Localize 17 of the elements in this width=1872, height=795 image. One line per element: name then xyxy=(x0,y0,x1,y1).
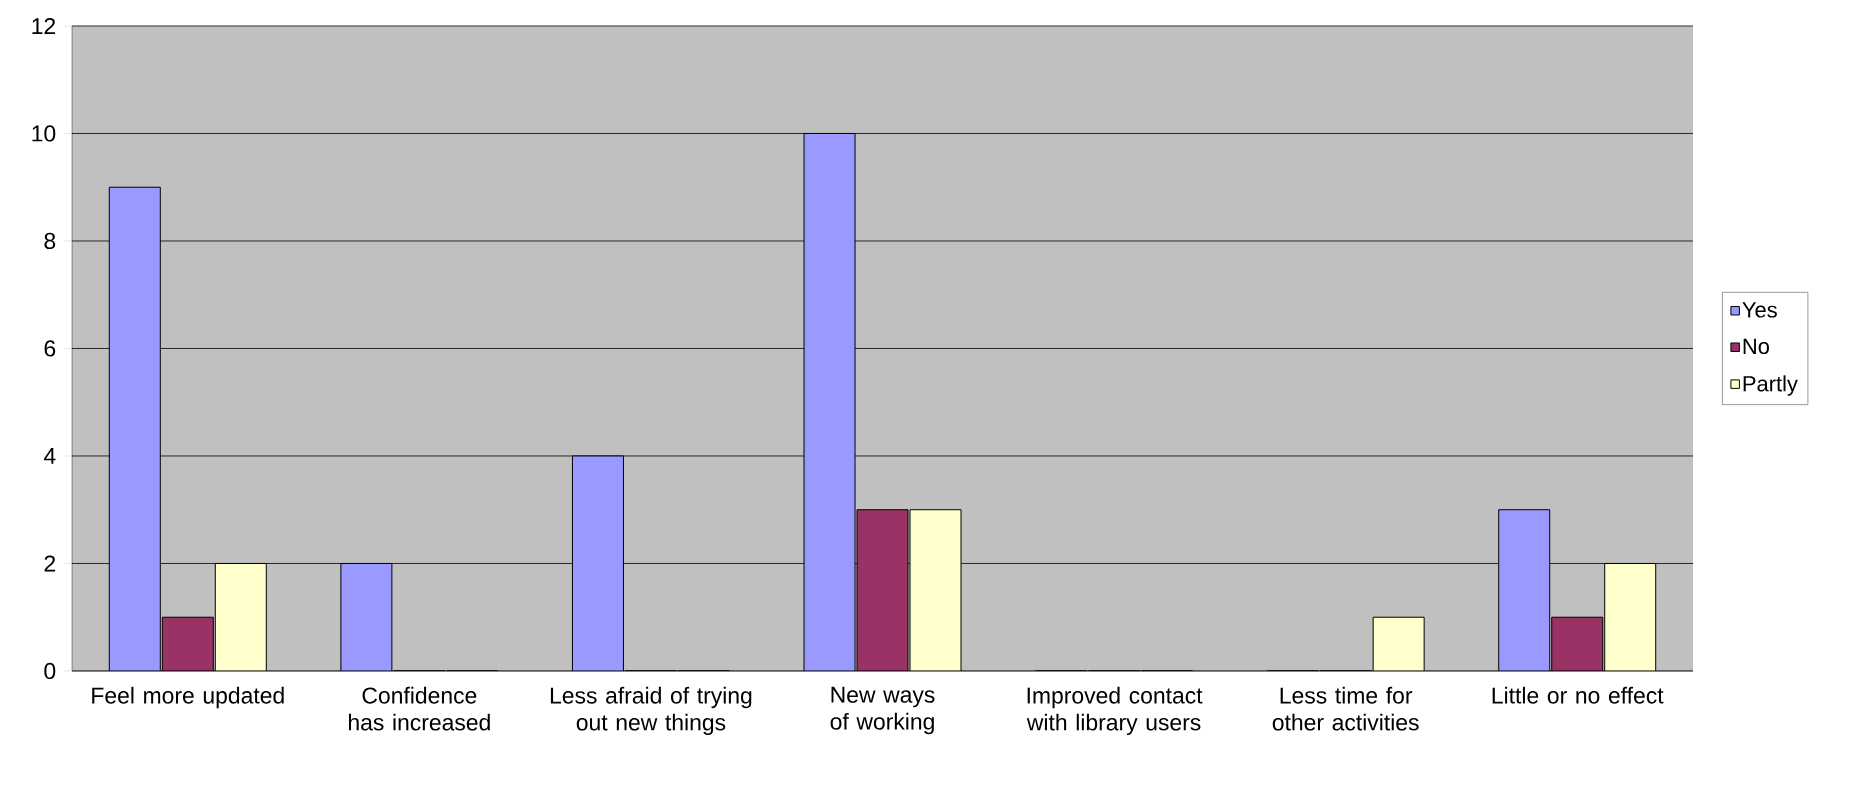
x-tick-label: Less afraid of trying out new things xyxy=(550,686,752,736)
x-tick-label: Feel more updated xyxy=(92,686,284,709)
y-tick-label: 10 xyxy=(32,125,56,142)
y-tick-label: 2 xyxy=(44,555,56,572)
x-tick-label: Less time for other activities xyxy=(1272,686,1419,731)
legend-label: Partly xyxy=(1743,375,1798,396)
y-tick-label: 0 xyxy=(44,662,56,680)
y-tick-label: 4 xyxy=(43,448,56,464)
legend-label: No xyxy=(1743,338,1769,355)
y-tick-label: 8 xyxy=(44,232,56,250)
legend-label: Yes xyxy=(1742,302,1777,318)
x-tick-label: Confidence has increased xyxy=(349,686,490,731)
y-tick-label: 12 xyxy=(32,17,56,34)
y-tick-label: 6 xyxy=(44,340,56,357)
x-tick-label: Improved contact with library users xyxy=(1026,686,1203,736)
x-tick-label: New ways of working xyxy=(830,686,935,735)
x-tick-label: Little or no effect xyxy=(1492,686,1664,704)
